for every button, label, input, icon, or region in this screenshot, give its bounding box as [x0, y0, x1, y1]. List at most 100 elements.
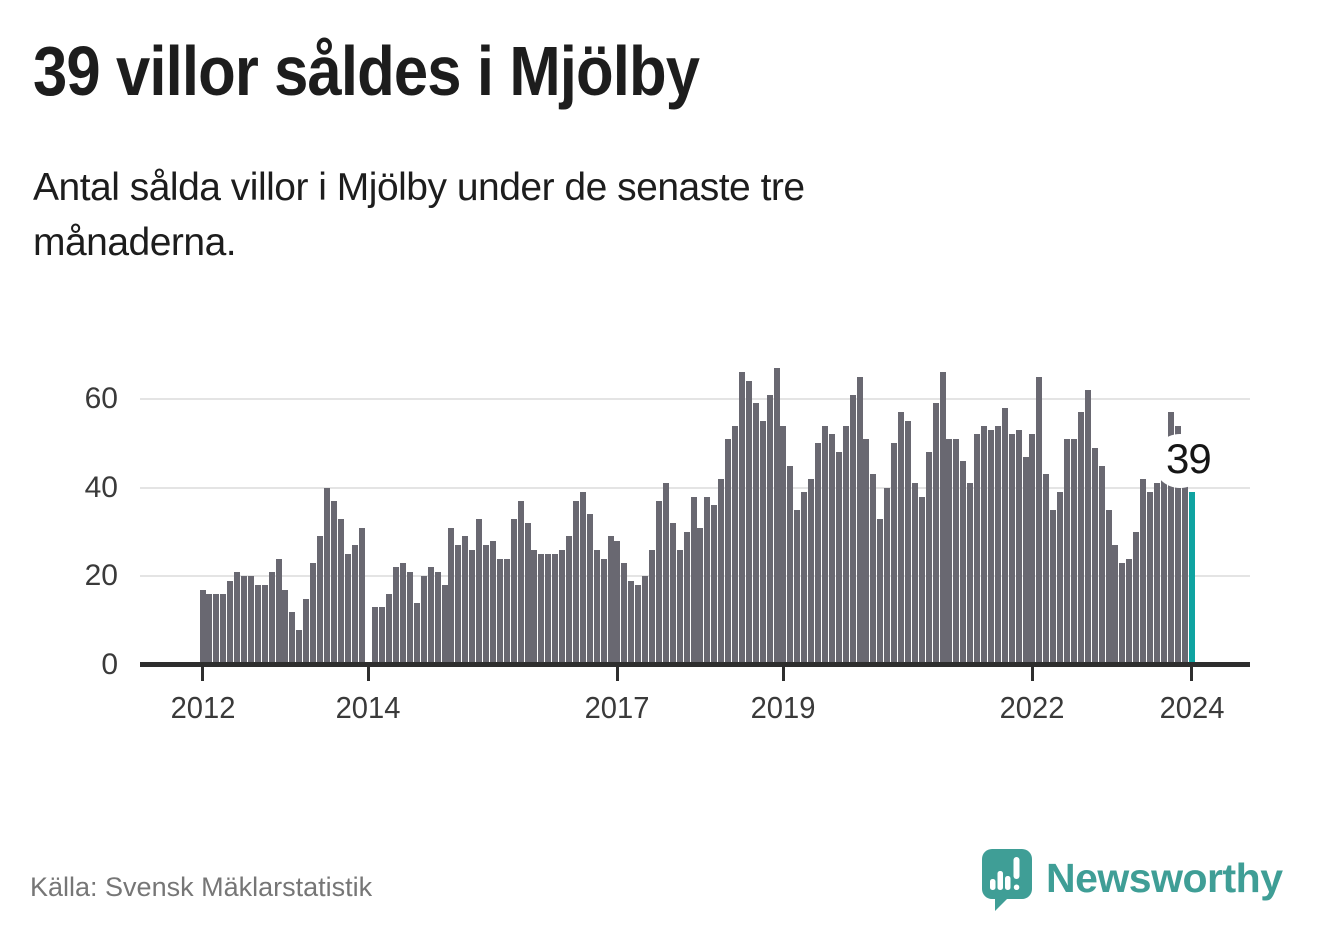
bar — [510, 518, 517, 665]
x-axis-tick — [201, 667, 204, 681]
annotation-label: 39 — [1166, 435, 1212, 482]
x-axis-tick-label: 2014 — [336, 690, 401, 725]
bar — [828, 434, 835, 665]
bar — [413, 602, 420, 665]
bar — [967, 483, 974, 665]
bar — [932, 403, 939, 665]
bar — [711, 505, 718, 665]
bar — [863, 438, 870, 665]
bar — [559, 549, 566, 665]
bar — [904, 421, 911, 665]
bar — [766, 394, 773, 665]
bar — [801, 492, 808, 665]
bar — [870, 474, 877, 665]
bar — [289, 611, 296, 665]
bar — [1064, 438, 1071, 665]
x-axis-tick-label: 2012 — [170, 690, 235, 725]
bar — [946, 438, 953, 665]
plot-area — [140, 363, 1250, 665]
x-axis-tick — [366, 667, 370, 681]
bar — [759, 421, 766, 665]
bar — [323, 487, 330, 665]
bar — [531, 549, 538, 665]
bar — [1091, 447, 1098, 665]
brand-name: Newsworthy — [1046, 855, 1283, 901]
bar — [227, 580, 234, 665]
bar — [275, 558, 282, 665]
x-axis-tick-label: 2022 — [1000, 690, 1065, 725]
bar — [330, 500, 337, 665]
bar — [655, 500, 662, 665]
bar — [738, 372, 745, 665]
bar — [669, 523, 676, 665]
bar — [1001, 407, 1008, 665]
bar — [593, 549, 600, 665]
bar — [773, 368, 780, 665]
bar — [1160, 469, 1167, 665]
bar — [1140, 478, 1147, 665]
bar — [614, 540, 621, 665]
bar — [690, 496, 697, 665]
bar — [240, 576, 247, 665]
bar — [662, 483, 669, 665]
bar — [815, 443, 822, 665]
bar — [420, 576, 427, 665]
bar — [725, 438, 732, 665]
bar — [939, 372, 946, 665]
bar — [621, 563, 628, 665]
bar — [600, 558, 607, 665]
bar — [960, 461, 967, 665]
bar — [503, 558, 510, 665]
bar — [393, 567, 400, 665]
bar — [1057, 492, 1064, 665]
bar — [842, 425, 849, 665]
bar — [732, 425, 739, 665]
bar — [697, 527, 704, 665]
bar — [1174, 425, 1181, 665]
bar — [877, 518, 884, 665]
bar — [538, 554, 545, 665]
bar — [676, 549, 683, 665]
bar — [552, 554, 559, 665]
bar — [586, 514, 593, 665]
bar — [1050, 509, 1057, 665]
bar — [1119, 563, 1126, 665]
bar — [974, 434, 981, 665]
gridline — [140, 398, 1250, 401]
bar — [358, 527, 365, 665]
chart-subtitle: Antal sålda villor i Mjölby under de sen… — [33, 166, 805, 265]
bar — [856, 376, 863, 665]
bar — [234, 571, 241, 665]
y-axis: 0 20 40 60 — [0, 363, 118, 680]
bar — [455, 545, 462, 665]
bar — [268, 571, 275, 665]
bar — [925, 452, 932, 665]
bar — [434, 571, 441, 665]
bar — [1084, 390, 1091, 665]
bar — [718, 478, 725, 665]
bar — [891, 443, 898, 665]
bar — [400, 563, 407, 665]
bar — [987, 430, 994, 665]
bar — [704, 496, 711, 665]
gridline — [140, 486, 1250, 489]
bar — [448, 527, 455, 665]
page-title: 39 villor såldes i Mjölby — [33, 32, 700, 110]
bar — [476, 518, 483, 665]
bar — [1153, 483, 1160, 665]
y-axis-tick-label: 60 — [84, 382, 118, 416]
bar — [1015, 430, 1022, 665]
bar — [213, 594, 220, 665]
x-axis-tick — [781, 667, 785, 681]
bar — [317, 536, 324, 665]
x-axis-tick-label: 2019 — [751, 690, 816, 725]
bar — [607, 536, 614, 665]
bar — [1112, 545, 1119, 665]
bar — [496, 558, 503, 665]
bar — [337, 518, 344, 665]
bar — [1126, 558, 1133, 665]
bar — [898, 412, 905, 665]
bar — [1181, 483, 1188, 665]
bar — [1098, 465, 1105, 665]
bar — [310, 563, 317, 665]
